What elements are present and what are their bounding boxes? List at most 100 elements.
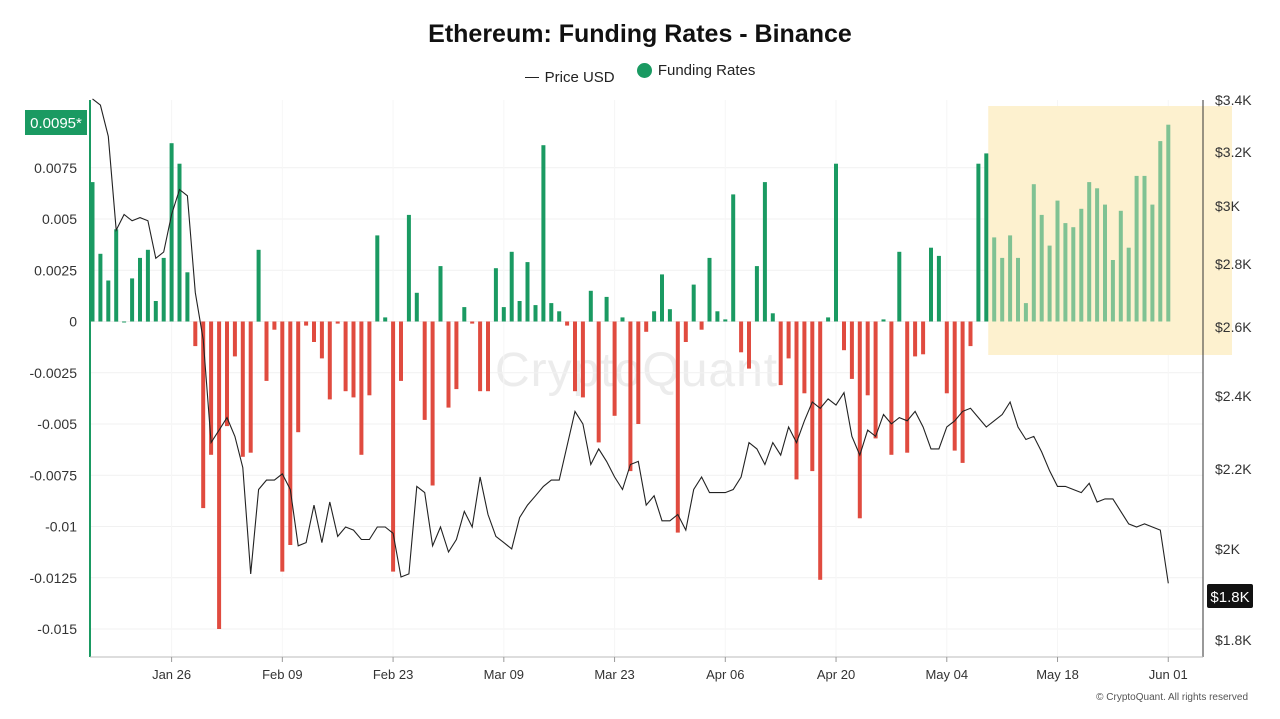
funding-rate-bar bbox=[1008, 235, 1013, 322]
funding-rate-bar bbox=[976, 163, 981, 322]
right-axis-ticks: $3.4K $3.2K $3K $2.8K $2.6K $2.4K $2.2K $2K $1.8… bbox=[1215, 92, 1252, 648]
funding-rate-bar bbox=[588, 290, 593, 322]
funding-rate-bar bbox=[161, 257, 166, 322]
funding-rate-bar bbox=[786, 321, 791, 359]
funding-rate-bar bbox=[731, 194, 736, 322]
funding-rate-bar bbox=[818, 321, 823, 580]
x-axis-ticks: Jan 26 Feb 09 Feb 23 Mar 09 Mar 23 Apr 06 Apr … bbox=[152, 657, 1188, 682]
funding-rate-bar bbox=[857, 321, 862, 519]
funding-rate-bar bbox=[644, 321, 649, 332]
funding-rate-bar bbox=[359, 321, 364, 455]
funding-rate-bar bbox=[138, 257, 142, 322]
funding-rate-bar bbox=[130, 278, 135, 322]
funding-rate-bar bbox=[984, 153, 989, 322]
funding-rate-bar bbox=[557, 311, 562, 322]
left-tick-label: 0 bbox=[69, 314, 77, 330]
right-tick-label: $3.4K bbox=[1215, 92, 1252, 108]
funding-rate-bar bbox=[1095, 188, 1100, 322]
funding-rate-bar bbox=[90, 182, 95, 322]
funding-rate-bar bbox=[248, 321, 253, 453]
funding-rate-bar bbox=[525, 262, 530, 322]
funding-rate-bar bbox=[762, 182, 767, 322]
funding-rate-bar bbox=[240, 321, 245, 457]
left-tick-label: 0.0025 bbox=[34, 262, 77, 278]
funding-rate-bar bbox=[209, 321, 214, 455]
funding-rate-bar bbox=[612, 321, 617, 416]
funding-rate-bar bbox=[1016, 257, 1020, 322]
funding-rate-bar bbox=[177, 163, 182, 322]
current-rate-badge: 0.0095* bbox=[25, 110, 87, 135]
price-line bbox=[92, 98, 1169, 584]
funding-rate-bar bbox=[968, 321, 973, 347]
funding-rate-bar bbox=[478, 321, 483, 392]
funding-rate-bar bbox=[232, 321, 237, 357]
funding-rate-bar bbox=[1166, 124, 1171, 322]
funding-rate-bar bbox=[921, 321, 926, 355]
current-price-label: $1.8K bbox=[1210, 589, 1249, 606]
funding-rate-bar bbox=[580, 321, 585, 398]
left-tick-label: -0.0125 bbox=[30, 570, 78, 586]
right-tick-label: $3.2K bbox=[1215, 144, 1252, 160]
funding-rate-bar bbox=[470, 321, 475, 324]
funding-rate-bar bbox=[1118, 210, 1123, 322]
funding-rate-bar bbox=[1063, 223, 1068, 322]
funding-rate-bar bbox=[1023, 303, 1028, 322]
x-tick-label: Mar 09 bbox=[484, 667, 524, 682]
funding-rate-bar bbox=[849, 321, 854, 379]
funding-rate-bar bbox=[406, 214, 411, 322]
funding-rate-bar bbox=[810, 321, 815, 472]
legend-item-funding[interactable]: Funding Rates bbox=[636, 62, 756, 79]
funding-rate-bar bbox=[834, 163, 838, 322]
funding-rate-bar bbox=[960, 321, 965, 463]
funding-rate-bar bbox=[565, 321, 570, 326]
funding-rate-bar bbox=[652, 311, 657, 322]
current-rate-label: 0.0095* bbox=[30, 115, 82, 132]
funding-rate-bar bbox=[296, 321, 301, 433]
funding-rate-bar bbox=[778, 321, 783, 386]
funding-rate-bar bbox=[391, 321, 396, 572]
funding-rate-bar bbox=[288, 321, 293, 545]
funding-rate-bar bbox=[462, 307, 467, 322]
funding-rate-bar bbox=[952, 321, 957, 451]
left-tick-label: 0.0075 bbox=[34, 160, 77, 176]
x-tick-label: Feb 09 bbox=[262, 667, 302, 682]
funding-rate-bar bbox=[944, 321, 949, 394]
funding-rate-bar bbox=[675, 321, 680, 533]
funding-rate-bar bbox=[501, 307, 506, 322]
funding-rate-bar bbox=[122, 321, 127, 323]
funding-rate-bar bbox=[383, 317, 388, 322]
funding-rate-bar bbox=[256, 249, 261, 322]
funding-rate-bar bbox=[153, 301, 158, 322]
left-tick-label: 0.005 bbox=[42, 211, 77, 227]
left-tick-label: -0.005 bbox=[37, 416, 77, 432]
funding-rate-bar bbox=[145, 249, 150, 322]
funding-rate-bar bbox=[304, 321, 309, 326]
funding-rate-bar bbox=[272, 321, 277, 330]
funding-rate-bar bbox=[454, 321, 459, 390]
legend-label-funding: Funding Rates bbox=[657, 62, 756, 79]
funding-rate-bar bbox=[114, 229, 119, 322]
funding-rate-bar bbox=[1110, 260, 1115, 322]
left-tick-label: -0.0075 bbox=[30, 467, 78, 483]
funding-rate-bar bbox=[620, 317, 625, 322]
funding-rate-bar bbox=[889, 321, 894, 455]
funding-rate-bar bbox=[399, 321, 403, 381]
funding-rate-bar bbox=[169, 143, 174, 322]
right-tick-label: $2.4K bbox=[1215, 388, 1252, 404]
highlight-region bbox=[988, 106, 1232, 355]
funding-rate-bar bbox=[319, 321, 324, 359]
funding-rate-bar bbox=[754, 266, 759, 322]
funding-rate-bar bbox=[739, 321, 744, 353]
funding-rate-bar bbox=[770, 313, 775, 322]
right-tick-label: $3K bbox=[1215, 198, 1241, 214]
left-axis-ticks: 0.0075 0.005 0.0025 0 -0.0025 -0.005 -0.0075 -0… bbox=[30, 160, 78, 637]
funding-rate-bar bbox=[707, 257, 712, 322]
funding-rate-bar bbox=[905, 321, 910, 453]
funding-rate-bar bbox=[1055, 200, 1060, 322]
funding-rate-bar bbox=[667, 309, 672, 322]
right-tick-label: $1.8K bbox=[1215, 632, 1252, 648]
x-tick-label: Apr 06 bbox=[706, 667, 744, 682]
legend-item-price[interactable]: Price USD bbox=[524, 69, 615, 86]
funding-rate-bar bbox=[826, 317, 831, 322]
funding-rate-bar bbox=[351, 321, 356, 398]
